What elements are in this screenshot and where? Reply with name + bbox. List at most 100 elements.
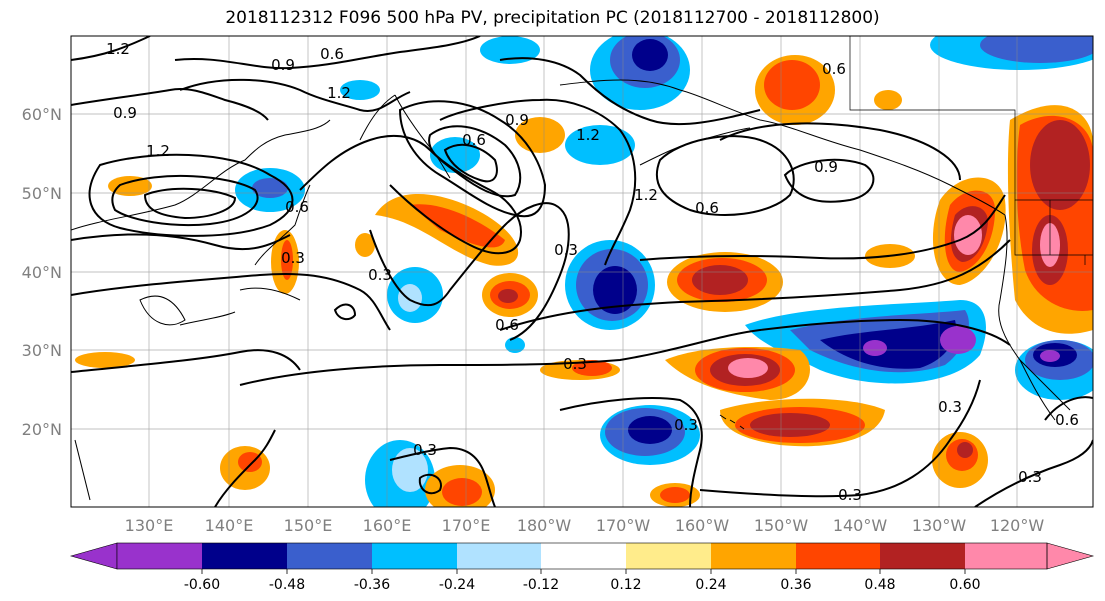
contour-label: 0.6 [285,198,309,216]
lon-label: 120°W [990,516,1045,535]
map-frame [70,35,1094,508]
precip-blob [281,240,293,280]
contour-label: 0.3 [1018,468,1042,486]
coastline-alaska [559,79,1006,216]
colorbar-bin [117,543,202,569]
contour-label: 0.9 [113,104,137,122]
colorbar-bin [880,543,965,569]
contour-line [71,36,151,61]
lon-label: 140°E [205,516,254,535]
lat-label: 50°N [22,184,62,203]
contour-label: 0.3 [554,241,578,259]
contour-line [239,318,1011,386]
precip-blob [505,337,525,353]
contour-line [499,239,1011,331]
contour-label: 0.6 [495,316,519,334]
coastline-philippines [74,439,91,501]
contour-line [143,187,237,220]
coastline-asia [71,119,331,231]
lon-label: 130°W [912,516,967,535]
contour-label: 0.9 [505,111,529,129]
precip-blob [340,80,380,100]
contour-line [699,379,981,498]
precip-shading [75,36,1093,507]
contour-line [71,349,301,373]
colorbar-bin [541,543,626,569]
precip-blob [957,442,973,458]
precip-blob [238,452,262,472]
colorbar-frame [116,542,1048,570]
lon-label: 180°W [517,516,572,535]
lon-label: 140°W [833,516,888,535]
contour-label: 0.6 [1055,411,1079,429]
colorbar-tick-label: -0.36 [354,577,390,593]
contour-label: 0.3 [281,249,305,267]
colorbar-bin [965,543,1047,569]
colorbar-bin [287,543,372,569]
contour-label: 1.2 [327,84,351,102]
contour-line [783,158,875,203]
contour-line [398,100,547,218]
contour-line [443,143,498,183]
contour-line [111,174,259,227]
coastline-korea [139,295,186,326]
coastlines [71,79,1071,501]
contour-label: 0.6 [462,131,486,149]
colorbar-tick-label: -0.24 [439,577,475,593]
map-title: 2018112312 F096 500 hPa PV, precipitatio… [225,8,880,28]
contour-label: 1.2 [634,186,658,204]
precip-blob [764,60,820,110]
contour-line [559,397,703,507]
contour-line [974,439,1093,507]
lat-label: 60°N [22,105,62,124]
coastline-japan [179,184,311,326]
contour-line [71,272,391,331]
contour-line [719,122,961,181]
contour-line [639,194,1006,261]
coastline-hawaii [719,414,745,430]
precip-blob [108,176,152,196]
contour-line [1044,396,1093,421]
contour-label: 1.2 [146,142,170,160]
contour-label: 0.6 [822,60,846,78]
precip-blob [632,39,668,71]
contour-line [369,202,570,341]
lon-label: 130°E [125,516,174,535]
lon-label: 170°W [596,516,651,535]
colorbar-bin [626,543,711,569]
colorbar-tick-label: -0.12 [523,577,559,593]
lon-label: 160°E [363,516,412,535]
contour-label: 0.6 [695,199,719,217]
lon-label: 150°W [754,516,809,535]
colorbar-tick-label: 0.24 [695,577,726,593]
precip-blob [398,284,422,312]
precip-blob [750,413,830,437]
contour-label: 0.3 [563,355,587,373]
precip-blob [480,36,540,64]
contour-label: 0.9 [271,56,295,74]
precip-blob [728,358,768,378]
precip-blob [498,289,518,303]
colorbar-bin [202,543,287,569]
colorbar-tick-labels: -0.60 -0.48 -0.36 -0.24 -0.12 0.12 0.24 … [184,577,981,593]
colorbar-tick-label: -0.48 [269,577,305,593]
precip-blob [1040,350,1060,362]
precip-blob [660,487,690,503]
colorbar-left-extension [69,542,118,570]
precip-blob [355,233,375,257]
contour-line [439,98,637,266]
contour-label: 0.3 [838,486,862,504]
contour-label: 0.6 [320,45,344,63]
colorbar-bin [711,543,796,569]
precip-blob [692,265,748,295]
precip-blob [75,352,135,368]
precip-blob [628,416,672,444]
contour-label: 0.3 [368,266,392,284]
contour-line [71,233,291,251]
contour-line [174,36,481,70]
colorbar: -0.60 -0.48 -0.36 -0.24 -0.12 0.12 0.24 … [69,542,1095,593]
precip-blob [410,204,505,248]
lon-labels: 130°E 140°E 150°E 160°E 170°E 180°W 170°… [125,516,1045,535]
contour-label: 1.2 [576,126,600,144]
contour-line [214,429,276,507]
